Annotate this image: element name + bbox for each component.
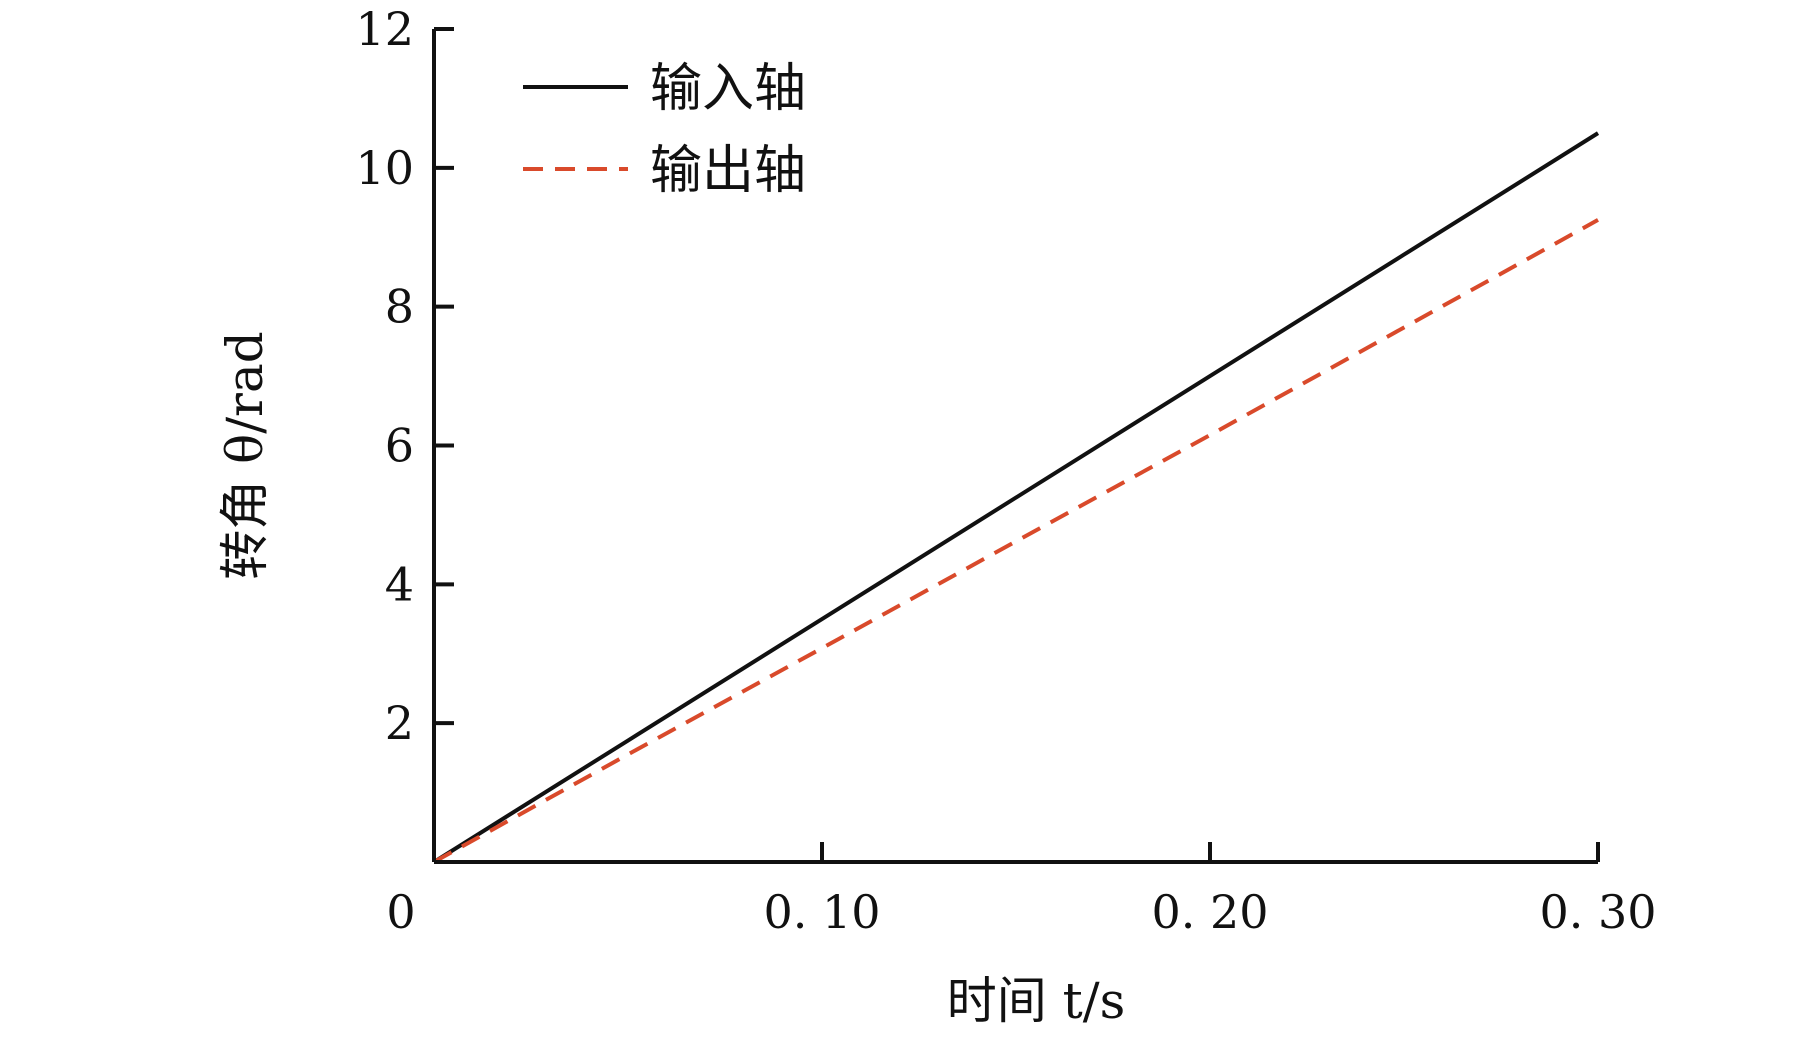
y-axis-title: 转角 θ/rad — [216, 331, 274, 580]
y-tick-label: 2 — [385, 696, 414, 750]
y-tick-label: 4 — [385, 557, 414, 611]
ticks-layer: 0 0. 10 0. 20 0. 30 2 4 6 8 10 12 — [355, 2, 1656, 939]
y-tick-label: 6 — [385, 419, 414, 473]
x-tick-label: 0. 10 — [763, 885, 880, 939]
x-tick-label: 0. 20 — [1151, 885, 1268, 939]
legend-label-1: 输入轴 — [650, 59, 806, 119]
axes-layer — [432, 29, 1598, 864]
x-tick-label: 0. 30 — [1539, 885, 1656, 939]
y-tick-label: 8 — [385, 280, 414, 334]
series-line-2 — [433, 218, 1599, 864]
series-layer — [432, 131, 1600, 864]
x-axis-title: 时间 t/s — [947, 972, 1126, 1030]
legend-label-2: 输出轴 — [650, 141, 806, 201]
y-tick-label: 12 — [355, 2, 414, 56]
series-line-1 — [432, 131, 1600, 864]
x-tick-label: 0 — [386, 885, 415, 939]
y-tick-label: 10 — [355, 141, 414, 195]
